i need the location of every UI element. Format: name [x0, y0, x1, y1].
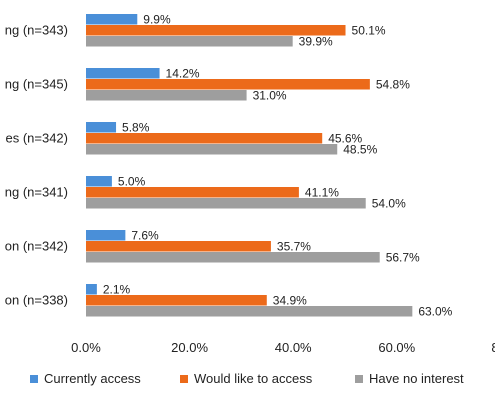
bar [86, 68, 160, 79]
category-label: ng (n=343) [5, 23, 68, 38]
x-tick-label: 0.0% [71, 340, 101, 355]
x-tick-label: 80. [491, 340, 495, 355]
bar [86, 14, 138, 25]
bar [86, 133, 323, 144]
data-label: 35.7% [277, 240, 311, 254]
bar [86, 144, 338, 155]
legend-label: Would like to access [194, 371, 313, 386]
bar [86, 198, 366, 209]
bar [86, 241, 271, 252]
data-label: 54.8% [376, 78, 410, 92]
data-label: 7.6% [131, 229, 159, 243]
bar [86, 36, 293, 47]
legend-swatch [355, 375, 363, 383]
data-label: 56.7% [386, 251, 420, 265]
data-label: 41.1% [305, 186, 339, 200]
x-tick-label: 40.0% [275, 340, 312, 355]
bar [86, 90, 247, 101]
data-label: 45.6% [328, 132, 362, 146]
data-label: 31.0% [253, 89, 287, 103]
data-label: 50.1% [352, 24, 386, 38]
data-label: 34.9% [273, 294, 307, 308]
data-label: 9.9% [143, 13, 171, 27]
bar [86, 230, 126, 241]
bar [86, 187, 299, 198]
data-label: 5.0% [118, 175, 146, 189]
data-label: 2.1% [103, 283, 131, 297]
bar [86, 252, 380, 263]
data-label: 54.0% [372, 197, 406, 211]
legend-swatch [30, 375, 38, 383]
category-label: on (n=342) [5, 239, 68, 254]
legend-label: Currently access [44, 371, 141, 386]
bar [86, 79, 370, 90]
data-label: 5.8% [122, 121, 150, 135]
bar [86, 284, 97, 295]
bar [86, 176, 112, 187]
x-tick-label: 60.0% [378, 340, 415, 355]
data-label: 48.5% [343, 143, 377, 157]
x-tick-label: 20.0% [171, 340, 208, 355]
legend-label: Have no interest [369, 371, 464, 386]
data-label: 63.0% [418, 305, 452, 319]
bar [86, 122, 117, 133]
bar [86, 25, 346, 36]
category-label: es (n=342) [5, 131, 68, 146]
category-label: ng (n=341) [5, 185, 68, 200]
bar [86, 306, 413, 317]
data-label: 14.2% [166, 67, 200, 81]
legend-swatch [180, 375, 188, 383]
category-label: on (n=338) [5, 293, 68, 308]
category-label: ng (n=345) [5, 77, 68, 92]
bar [86, 295, 267, 306]
data-label: 39.9% [299, 35, 333, 49]
